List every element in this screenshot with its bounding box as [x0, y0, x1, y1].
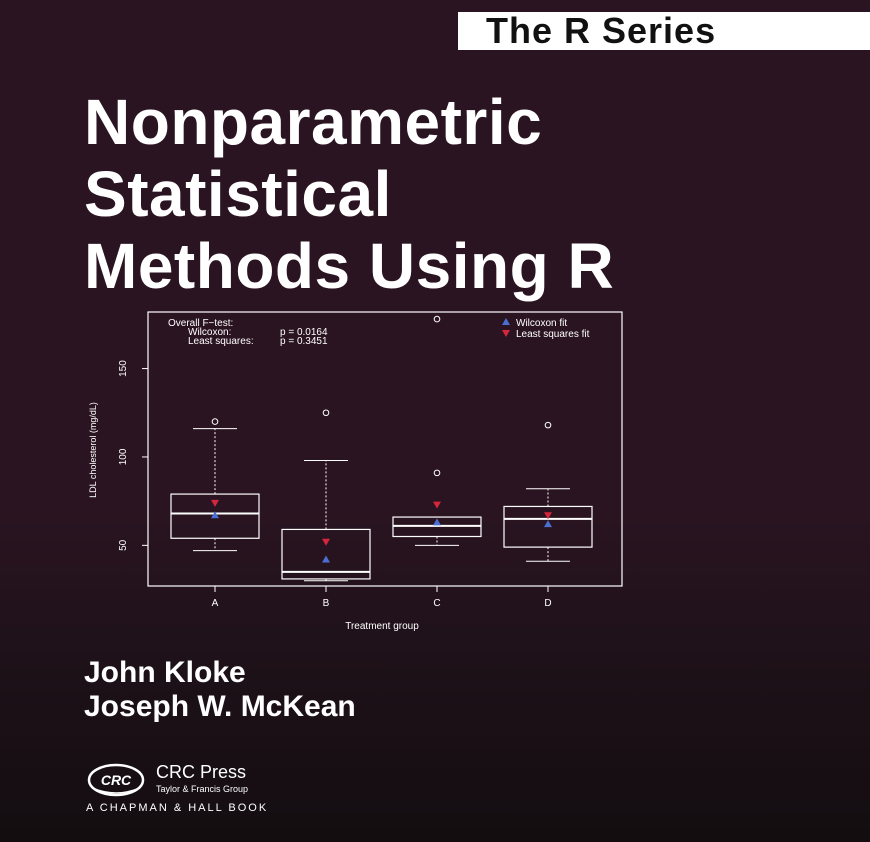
title-line-2: Statistical: [84, 158, 392, 230]
wilcoxon-p-label: Wilcoxon:: [188, 327, 231, 338]
legend: Wilcoxon fit Least squares fit: [502, 318, 590, 340]
wilcoxon-p-value: p = 0.0164: [280, 327, 328, 338]
f-test-annotation: Overall F−test: Wilcoxon: p = 0.0164 Lea…: [168, 318, 328, 347]
outlier-point: [433, 315, 441, 323]
title-line-3: Methods Using R: [84, 230, 615, 302]
authors: John Kloke Joseph W. McKean: [84, 656, 356, 724]
publisher-name: CRC Press: [156, 762, 247, 782]
y-tick-label: 150: [118, 360, 129, 377]
outlier-point: [322, 409, 330, 417]
title-line-1: Nonparametric: [84, 86, 543, 158]
ls-p-label: Least squares:: [188, 336, 254, 347]
legend-wilcoxon-marker: [502, 318, 510, 325]
box-group-d: [503, 421, 593, 562]
series-banner: The R Series: [458, 12, 870, 50]
author-1: John Kloke: [84, 656, 246, 689]
legend-ls-marker: [502, 330, 510, 337]
box-iqr: [503, 505, 593, 548]
wilcoxon-fit-marker: [211, 511, 219, 519]
box-iqr: [170, 493, 260, 539]
author-2: Joseph W. McKean: [84, 690, 356, 723]
x-axis: A B C D: [212, 586, 552, 609]
y-tick-label: 100: [118, 448, 129, 465]
ls-p-value: p = 0.3451: [280, 336, 328, 347]
x-tick-label: D: [544, 598, 551, 609]
y-axis-label: LDL cholesterol (mg/dL): [88, 402, 98, 498]
book-title: Nonparametric Statistical Methods Using …: [84, 86, 614, 302]
publisher-subtitle: Taylor & Francis Group: [156, 784, 249, 794]
box-group-c: [392, 315, 482, 546]
plot-frame: [147, 311, 623, 587]
ls-fit-marker: [322, 538, 330, 546]
wilcoxon-fit-marker: [433, 518, 441, 526]
outlier-point: [544, 421, 552, 429]
box-iqr: [281, 528, 371, 580]
wilcoxon-fit-marker: [544, 520, 552, 528]
y-axis: 50 100 150: [118, 360, 148, 551]
ls-fit-marker: [211, 499, 219, 507]
x-tick-label: C: [433, 598, 440, 609]
x-axis-label: Treatment group: [345, 621, 419, 632]
legend-wilcoxon-label: Wilcoxon fit: [516, 318, 567, 329]
x-tick-label: B: [323, 598, 330, 609]
crc-logo-text: CRC: [101, 772, 132, 788]
ls-fit-marker: [544, 512, 552, 520]
crc-logo-icon: CRC: [87, 763, 145, 797]
legend-ls-label: Least squares fit: [516, 329, 590, 340]
outlier-point: [433, 469, 441, 477]
wilcoxon-fit-marker: [322, 555, 330, 563]
publisher-imprint: A CHAPMAN & HALL BOOK: [86, 802, 269, 814]
ls-fit-marker: [433, 501, 441, 509]
boxes-layer: [170, 315, 593, 582]
cover-chart: 50 100 150 A B C D LDL cholesterol (mg/dL) Tr…: [88, 311, 623, 632]
y-tick-label: 50: [118, 539, 129, 551]
outlier-point: [211, 418, 219, 425]
f-test-heading: Overall F−test:: [168, 318, 233, 329]
x-tick-label: A: [212, 598, 219, 609]
fits-layer: [211, 499, 552, 563]
box-group-b: [281, 409, 371, 582]
box-group-a: [170, 418, 260, 552]
